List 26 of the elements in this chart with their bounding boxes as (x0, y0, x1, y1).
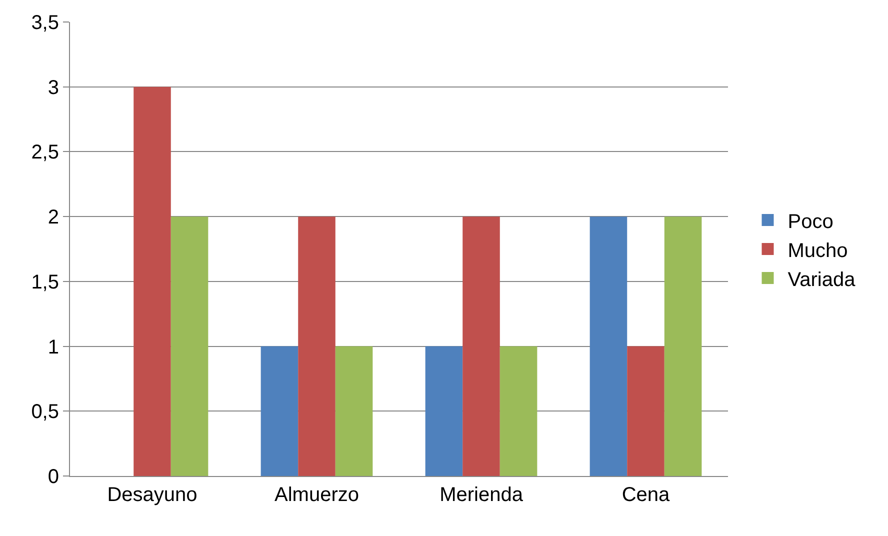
bar (425, 346, 463, 476)
bar (590, 216, 628, 476)
y-tick-label: 3 (48, 76, 59, 99)
legend-label: Mucho (788, 240, 848, 262)
bar (664, 216, 702, 476)
legend-label: Variada (788, 268, 856, 291)
x-tick-label: Cena (622, 484, 671, 506)
y-tick-label: 3,5 (31, 12, 59, 34)
y-tick-label: 1 (48, 336, 59, 358)
legend-label: Poco (788, 210, 834, 233)
bar (627, 346, 664, 476)
y-tick-label: 2 (48, 206, 59, 229)
y-tick-label: 0 (48, 466, 59, 488)
x-tick-label: Almuerzo (274, 484, 359, 506)
bar (260, 346, 298, 476)
x-tick-label: Desayuno (107, 484, 198, 506)
bar (335, 346, 373, 476)
bar (298, 216, 336, 476)
y-tick-label: 0,5 (31, 401, 59, 424)
bar (170, 216, 208, 476)
y-tick-label: 2,5 (31, 142, 59, 164)
bar (500, 346, 538, 476)
bar (134, 86, 171, 476)
y-tick-label: 1,5 (31, 271, 59, 294)
bar (462, 216, 500, 476)
x-tick-label: Merienda (440, 484, 524, 506)
